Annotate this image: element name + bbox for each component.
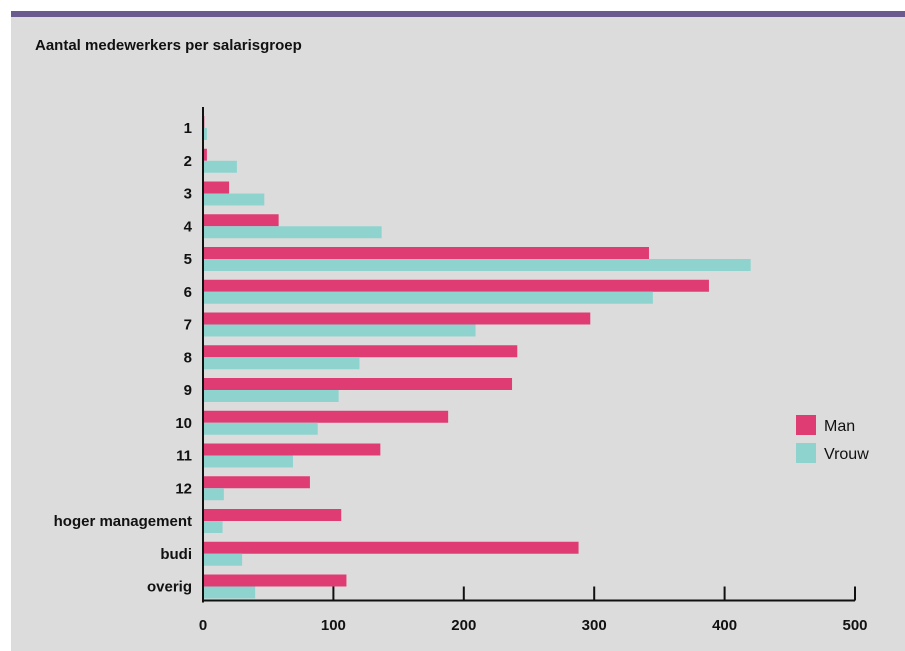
bar-vrouw-3 <box>203 226 382 239</box>
category-label: budi <box>160 546 192 563</box>
legend: Man Vrouw <box>796 415 869 463</box>
bar-vrouw-2 <box>203 193 265 206</box>
chart-title: Aantal medewerkers per salarisgroep <box>35 37 302 54</box>
category-label: 1 <box>184 120 192 137</box>
x-axis: 0 100 200 300 400 500 <box>199 586 868 634</box>
bar-vrouw-12 <box>203 521 223 533</box>
legend-label-man: Man <box>824 418 855 435</box>
category-label: hoger management <box>54 513 192 530</box>
bar-man-7 <box>203 345 518 358</box>
category-label: 2 <box>184 153 192 170</box>
bar-vrouw-11 <box>203 488 224 501</box>
bar-man-9 <box>203 410 449 423</box>
bar-man-6 <box>203 312 591 325</box>
category-label: 9 <box>184 382 192 399</box>
category-label: 6 <box>184 284 192 301</box>
category-label: 10 <box>175 415 192 432</box>
x-tick-label: 500 <box>842 617 867 634</box>
bar-man-2 <box>203 181 230 194</box>
bar-man-13 <box>203 541 579 554</box>
bar-man-11 <box>203 476 310 489</box>
x-tick-label: 200 <box>451 617 476 634</box>
bars-group <box>203 116 751 599</box>
bar-man-10 <box>203 443 381 456</box>
bar-vrouw-5 <box>203 291 653 304</box>
bar-vrouw-1 <box>203 160 237 173</box>
bar-vrouw-4 <box>203 259 751 271</box>
bar-vrouw-14 <box>203 586 256 599</box>
category-label: 11 <box>176 448 192 465</box>
bar-man-5 <box>203 279 709 292</box>
legend-label-vrouw: Vrouw <box>824 446 869 463</box>
category-label: 7 <box>184 317 192 334</box>
bar-vrouw-6 <box>203 324 476 337</box>
category-label: overig <box>147 579 192 596</box>
category-label: 12 <box>175 480 192 497</box>
x-tick-label: 0 <box>199 617 207 634</box>
header-accent-bar <box>11 11 905 17</box>
bar-man-8 <box>203 378 513 390</box>
category-label: 4 <box>184 218 193 235</box>
bar-man-14 <box>203 574 347 587</box>
legend-swatch-vrouw <box>796 443 816 463</box>
x-tick-label: 100 <box>321 617 346 634</box>
category-label: 3 <box>184 186 192 203</box>
category-label: 5 <box>184 251 192 268</box>
x-tick-label: 300 <box>582 617 607 634</box>
bar-man-12 <box>203 509 342 521</box>
bar-vrouw-7 <box>203 357 360 370</box>
bar-vrouw-13 <box>203 553 243 566</box>
legend-swatch-man <box>796 415 816 435</box>
bar-man-3 <box>203 214 279 227</box>
bar-vrouw-10 <box>203 455 293 468</box>
bar-vrouw-9 <box>203 422 318 435</box>
category-label: 8 <box>184 349 192 366</box>
bar-man-1 <box>203 148 207 161</box>
bar-vrouw-0 <box>203 128 207 140</box>
x-tick-label: 400 <box>712 617 737 634</box>
bar-man-4 <box>203 247 649 259</box>
bar-vrouw-8 <box>203 390 339 402</box>
